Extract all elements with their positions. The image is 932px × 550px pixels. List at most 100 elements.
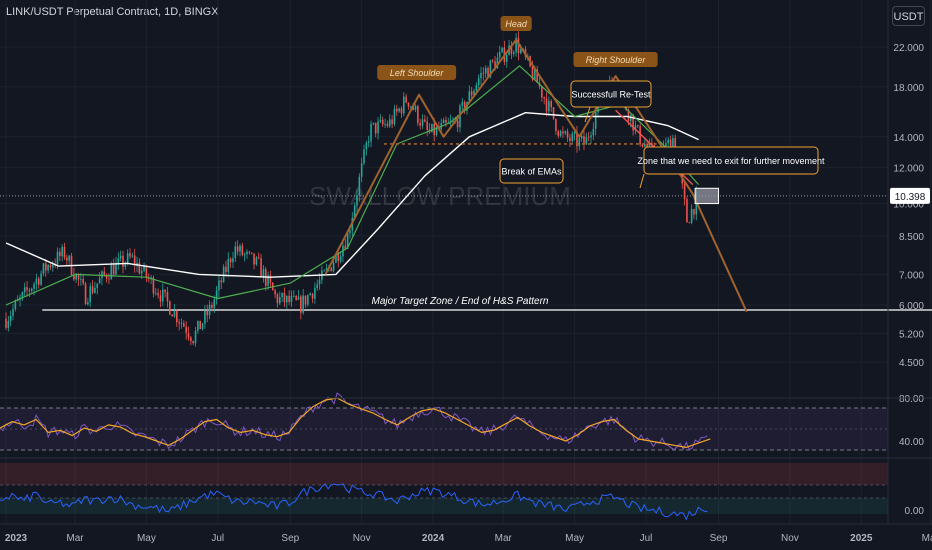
retest-label: Successfull Re-Test [571, 90, 651, 100]
candle-body [300, 296, 302, 313]
candle-body [234, 246, 237, 259]
candle-body [220, 280, 223, 283]
candle-body [412, 106, 414, 110]
candle-body [470, 91, 473, 96]
currency-button[interactable]: USDT [892, 6, 925, 26]
candle-body [545, 98, 548, 112]
candle-body [126, 253, 129, 264]
candle-body [571, 133, 574, 141]
candle-body [47, 264, 49, 271]
candle-body [293, 295, 295, 297]
candle-body [304, 295, 307, 305]
candle-body [398, 108, 400, 112]
candle-body [452, 120, 454, 122]
candle-body [68, 255, 70, 261]
candle-body [276, 294, 279, 304]
candle-body [105, 274, 108, 279]
exit-zone [694, 187, 720, 205]
left-shoulder-label: Left Shoulder [390, 68, 445, 78]
candle-body [138, 262, 141, 274]
candle-body [403, 96, 405, 114]
osc-lower-band [0, 498, 888, 514]
candle-body [21, 292, 24, 298]
candle-body [426, 121, 428, 130]
candle-body [12, 308, 14, 316]
candle-body [161, 289, 164, 302]
candle-body [646, 144, 648, 147]
candle-body [379, 119, 382, 122]
candle-body [494, 61, 496, 69]
candle-body [159, 295, 162, 302]
candle-body [337, 253, 340, 262]
candle-body [349, 230, 351, 234]
price-tick-label: 18.000 [893, 83, 924, 94]
candle-body [243, 254, 246, 256]
candle-body [505, 55, 508, 62]
candle-body [302, 295, 304, 313]
candle-body [339, 256, 342, 262]
candle-body [232, 258, 234, 263]
candle-body [171, 314, 173, 317]
candle-body [391, 119, 393, 125]
candle-body [510, 45, 513, 54]
candle-body [187, 332, 190, 338]
candle-body [33, 283, 35, 289]
candle-body [323, 270, 326, 272]
candle-body [267, 275, 269, 286]
candle-body [346, 233, 349, 249]
candle-body [442, 119, 445, 124]
price-tick-label: 14.000 [893, 133, 924, 144]
time-tick-label: 2023 [5, 533, 28, 544]
candle-body [16, 299, 19, 302]
candle-body [634, 125, 637, 131]
candle-body [192, 341, 194, 344]
candle-body [229, 258, 232, 263]
candle-body [61, 246, 63, 257]
time-tick-label: May [565, 533, 584, 544]
candle-body [367, 141, 370, 143]
candle-body [250, 252, 253, 254]
candle-body [557, 131, 560, 136]
candle-body [9, 315, 12, 321]
candle-body [143, 265, 145, 271]
candle-body [674, 137, 677, 151]
price-tick-label: 12.000 [893, 163, 924, 174]
candle-body [98, 278, 101, 284]
retest-label-box [570, 80, 652, 108]
price-tick-label: 22.000 [893, 43, 924, 54]
candle-body [541, 86, 543, 98]
candle-body [37, 278, 40, 285]
candle-body [297, 296, 300, 300]
candle-body [236, 246, 239, 252]
candle-body [482, 72, 485, 74]
candle-body [587, 137, 590, 138]
candle-body [463, 101, 466, 111]
candle-body [384, 123, 386, 125]
time-tick-label: May [137, 533, 156, 544]
candle-body [211, 304, 213, 309]
candle-body [330, 267, 333, 272]
candle-body [257, 257, 260, 259]
candle-body [239, 245, 241, 252]
candle-body [281, 292, 283, 298]
candle-body [421, 119, 424, 126]
candle-body [578, 138, 581, 147]
exit-zone-pointer [639, 173, 645, 189]
candle-body [253, 253, 255, 265]
candle-body [241, 245, 244, 256]
candle-body [89, 286, 92, 303]
time-tick-label: Sep [710, 533, 728, 544]
right-shoulder-label: Right Shoulder [586, 55, 647, 65]
candle-body [246, 251, 248, 255]
candle-body [683, 183, 686, 200]
candle-body [183, 323, 185, 327]
candle-body [407, 102, 410, 107]
candle-body [550, 101, 553, 108]
candle-body [360, 163, 363, 177]
candle-body [42, 263, 45, 274]
head-label: Head [505, 19, 528, 29]
candle-body [122, 255, 124, 268]
candle-body [311, 293, 314, 299]
ema-slow-line [5, 111, 699, 278]
